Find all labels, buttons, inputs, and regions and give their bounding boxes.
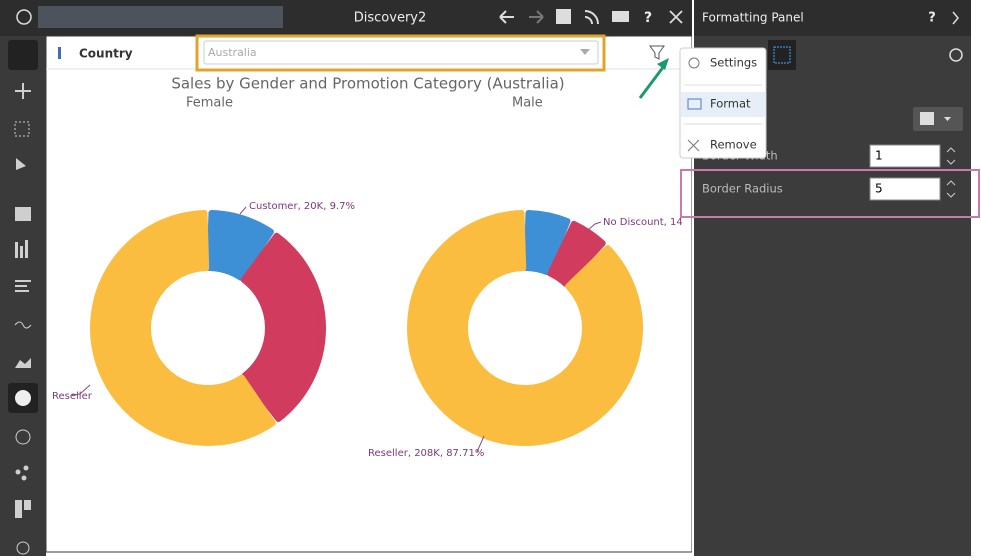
panel-label: Female: [186, 96, 233, 111]
remove-icon: [687, 139, 700, 152]
highlight-box: [680, 169, 980, 218]
spinner[interactable]: [946, 180, 956, 198]
tool-icons-lower: [15, 429, 31, 555]
field-label: Border Radius: [702, 182, 783, 196]
border-tab[interactable]: [768, 40, 796, 70]
tool-icons: [14, 83, 32, 368]
filter-button[interactable]: [649, 45, 665, 60]
callout-arrowhead: [657, 58, 669, 70]
field-value: 1: [875, 149, 883, 163]
blurred-tabs: [38, 6, 283, 28]
slice-label: No Discount, 14: [603, 217, 683, 228]
filter-value: Australia: [208, 46, 257, 59]
menu-item[interactable]: Format: [710, 97, 751, 111]
format-icon: [687, 98, 702, 110]
leader-line: [239, 206, 247, 215]
leader-line: [587, 221, 602, 231]
slice-label: Customer, 20K, 9.7%: [249, 201, 355, 212]
spinner[interactable]: [946, 147, 956, 165]
donut-slice: [90, 210, 276, 446]
slice-label: Reseller, 208K, 87.71%: [368, 448, 484, 459]
close-icon[interactable]: [669, 10, 683, 24]
donut-slice: [407, 210, 643, 446]
info-icon[interactable]: [16, 9, 32, 25]
window-title: Discovery2: [354, 11, 427, 26]
panel-title: Formatting Panel: [702, 11, 804, 25]
field-input[interactable]: [869, 177, 941, 201]
panel-collapse[interactable]: [952, 11, 959, 25]
donut-slice: [206, 210, 274, 281]
leader-line: [71, 384, 91, 396]
pie-icon: [15, 390, 31, 406]
paint-icon: [920, 112, 934, 125]
donut-slice: [547, 220, 606, 287]
menu-item-hover: [681, 92, 765, 117]
donut-slice: [523, 210, 571, 276]
panel-header: [694, 0, 971, 36]
back-icon[interactable]: [499, 10, 514, 24]
border-icon: [773, 46, 791, 64]
highlight-box: [195, 34, 606, 72]
slice-label: Reseller: [52, 391, 93, 402]
filter-icon: [58, 47, 61, 59]
help-button[interactable]: ?: [644, 10, 652, 26]
tool-select[interactable]: [8, 40, 38, 70]
filter-label: Country: [79, 47, 133, 61]
print-icon[interactable]: [612, 11, 629, 22]
forward-icon[interactable]: [529, 10, 544, 24]
filter-dropdown[interactable]: [203, 40, 599, 65]
field-value: 5: [875, 182, 883, 196]
dropdown-arrow: [580, 49, 590, 55]
panel-help[interactable]: ?: [928, 11, 936, 26]
settings-icon: [688, 57, 700, 69]
field-input[interactable]: [869, 144, 941, 168]
save-icon[interactable]: [556, 9, 571, 24]
menu-item[interactable]: Remove: [710, 138, 757, 152]
panel-label: Male: [512, 96, 543, 111]
callout-arrow: [638, 65, 666, 99]
menu-item[interactable]: Settings: [710, 56, 757, 70]
picker-arrow: [944, 117, 951, 121]
chart-title: Sales by Gender and Promotion Category (…: [171, 75, 564, 93]
donut-slice: [240, 232, 326, 422]
leader-line: [476, 435, 485, 453]
reset-icon[interactable]: [949, 48, 963, 62]
toolbar: [0, 36, 46, 556]
